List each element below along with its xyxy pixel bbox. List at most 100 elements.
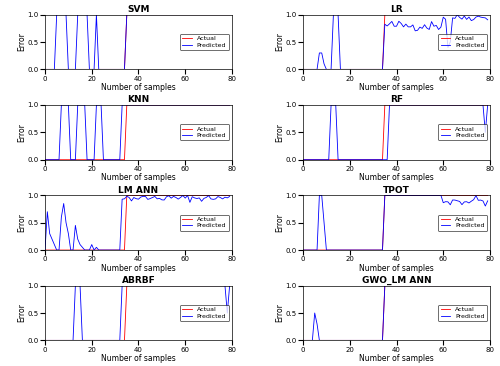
Predicted xyxy=(484,199,490,203)
Predicted xyxy=(54,12,60,17)
Predicted xyxy=(164,283,170,288)
Predicted xyxy=(226,12,232,17)
Title: LR: LR xyxy=(390,5,403,14)
Actual xyxy=(154,193,160,198)
X-axis label: Number of samples: Number of samples xyxy=(101,83,176,92)
Predicted xyxy=(422,193,428,198)
Actual xyxy=(154,12,160,17)
Actual xyxy=(382,12,388,17)
Actual xyxy=(422,12,428,17)
Predicted xyxy=(208,283,214,288)
Title: RF: RF xyxy=(390,95,403,104)
Legend: Actual, Predicted: Actual, Predicted xyxy=(180,214,229,231)
Predicted xyxy=(428,283,434,288)
X-axis label: Number of samples: Number of samples xyxy=(359,354,434,363)
Title: ABRBF: ABRBF xyxy=(122,276,156,285)
Predicted xyxy=(414,28,420,33)
Line: Predicted: Predicted xyxy=(45,285,230,340)
Y-axis label: Error: Error xyxy=(275,33,284,52)
Actual xyxy=(164,103,170,107)
Predicted xyxy=(42,157,48,162)
Actual xyxy=(466,193,472,198)
Predicted xyxy=(428,103,434,107)
Y-axis label: Error: Error xyxy=(17,303,26,322)
Actual xyxy=(428,193,434,198)
Actual xyxy=(208,103,214,107)
Predicted xyxy=(152,194,158,199)
Predicted xyxy=(484,103,490,107)
Actual xyxy=(384,12,390,17)
Predicted xyxy=(184,193,190,198)
Actual xyxy=(384,193,390,198)
Title: TPOT: TPOT xyxy=(383,186,410,194)
Actual xyxy=(124,193,130,198)
Predicted xyxy=(414,193,420,198)
Legend: Actual, Predicted: Actual, Predicted xyxy=(180,124,229,141)
Actual xyxy=(422,283,428,288)
Predicted xyxy=(384,193,390,198)
Predicted xyxy=(170,103,176,107)
Actual xyxy=(42,67,48,72)
Y-axis label: Error: Error xyxy=(275,213,284,232)
Predicted xyxy=(156,103,162,107)
Actual xyxy=(412,103,418,107)
Predicted xyxy=(168,196,174,200)
Actual xyxy=(300,67,306,72)
Y-axis label: Error: Error xyxy=(17,33,26,52)
Actual xyxy=(300,248,306,252)
Actual xyxy=(156,103,162,107)
Actual xyxy=(124,283,130,288)
Line: Predicted: Predicted xyxy=(45,195,230,250)
Line: Predicted: Predicted xyxy=(45,105,230,160)
Predicted xyxy=(466,283,472,288)
Predicted xyxy=(164,12,170,17)
Actual xyxy=(208,12,214,17)
Y-axis label: Error: Error xyxy=(17,213,26,232)
Predicted xyxy=(384,24,390,28)
Line: Predicted: Predicted xyxy=(45,15,230,70)
Predicted xyxy=(164,103,170,107)
Actual xyxy=(156,12,162,17)
Predicted xyxy=(42,338,48,343)
Predicted xyxy=(226,103,232,107)
Actual xyxy=(124,103,130,107)
Predicted xyxy=(226,283,232,288)
Y-axis label: Error: Error xyxy=(275,123,284,142)
Predicted xyxy=(384,157,390,162)
Actual xyxy=(412,12,418,17)
Actual xyxy=(414,283,420,288)
Predicted xyxy=(300,248,306,252)
Predicted xyxy=(412,29,418,33)
Predicted xyxy=(170,283,176,288)
Predicted xyxy=(422,23,428,27)
Predicted xyxy=(154,283,160,288)
Title: KNN: KNN xyxy=(128,95,150,104)
X-axis label: Number of samples: Number of samples xyxy=(359,264,434,273)
Line: Actual: Actual xyxy=(45,105,230,160)
Actual xyxy=(164,193,170,198)
X-axis label: Number of samples: Number of samples xyxy=(101,173,176,182)
Y-axis label: Error: Error xyxy=(17,123,26,142)
Actual xyxy=(428,12,434,17)
Line: Predicted: Predicted xyxy=(303,195,488,250)
Actual xyxy=(126,283,132,288)
X-axis label: Number of samples: Number of samples xyxy=(359,83,434,92)
Actual xyxy=(126,103,132,107)
Actual xyxy=(300,157,306,162)
Predicted xyxy=(126,103,132,107)
Actual xyxy=(42,338,48,343)
Predicted xyxy=(466,15,472,19)
Predicted xyxy=(384,283,390,288)
Predicted xyxy=(466,201,472,205)
Predicted xyxy=(170,12,176,17)
Title: LM ANN: LM ANN xyxy=(118,186,158,194)
Predicted xyxy=(42,67,48,72)
Predicted xyxy=(208,197,214,201)
Predicted xyxy=(126,12,132,17)
Actual xyxy=(170,12,176,17)
Line: Actual: Actual xyxy=(303,195,488,250)
Predicted xyxy=(154,103,160,107)
Predicted xyxy=(154,12,160,17)
Actual xyxy=(126,193,132,198)
Predicted xyxy=(208,103,214,107)
